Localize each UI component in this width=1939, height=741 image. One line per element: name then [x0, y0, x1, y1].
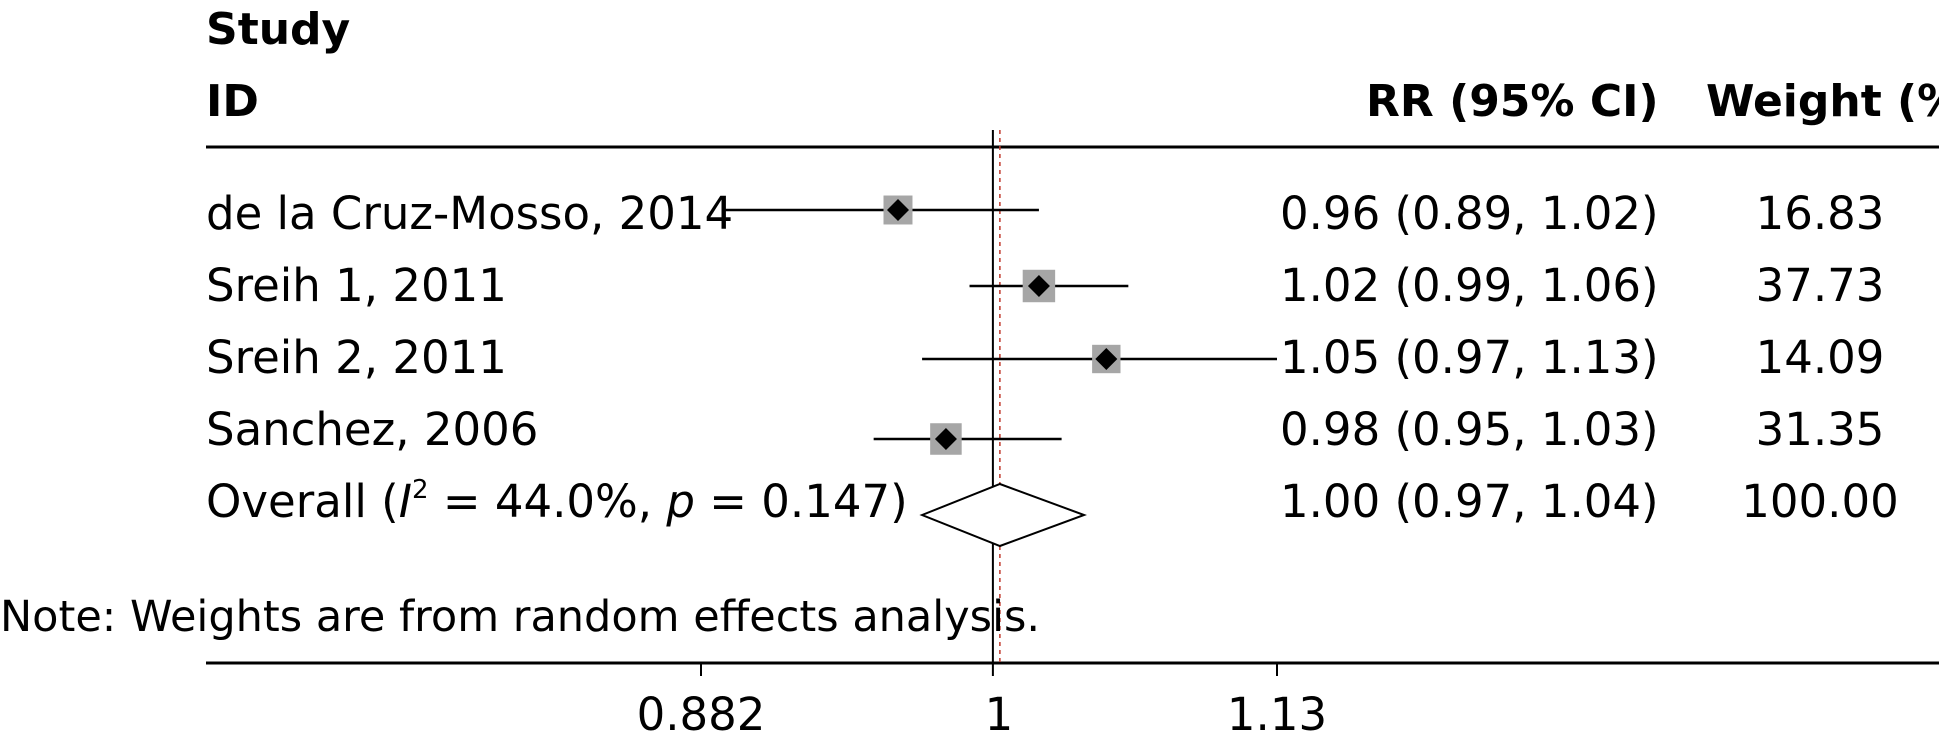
forest-plot: [206, 130, 1939, 676]
footnote: Note: Weights are from random effects an…: [0, 592, 1041, 642]
overall-rr: 1.00 (0.97, 1.04): [1280, 475, 1659, 528]
tick-label: 0.882: [636, 688, 766, 741]
study-label: Sreih 1, 2011: [206, 259, 507, 312]
point-estimate: [886, 199, 909, 221]
study-header: Study: [206, 4, 351, 55]
overall-label: Overall (I2 = 44.0%, p = 0.147): [206, 475, 908, 528]
tick-label: 1.13: [1226, 688, 1328, 741]
overall-weight: 100.00: [1741, 475, 1899, 528]
study-label: de la Cruz-Mosso, 2014: [206, 187, 734, 240]
study-rr: 0.98 (0.95, 1.03): [1280, 403, 1659, 456]
point-estimate: [934, 428, 957, 450]
point-estimate: [1095, 348, 1118, 370]
tick-label: 1: [984, 688, 1014, 741]
rr-header: RR (95% CI): [1366, 76, 1659, 127]
study-rr: 1.05 (0.97, 1.13): [1280, 331, 1659, 384]
study-label: Sanchez, 2006: [206, 403, 539, 456]
study-weight: 31.35: [1755, 403, 1885, 456]
study-label: Sreih 2, 2011: [206, 331, 507, 384]
study-weight: 14.09: [1755, 331, 1885, 384]
study-rr: 1.02 (0.99, 1.06): [1280, 259, 1659, 312]
id-header: ID: [206, 76, 259, 127]
study-weight: 16.83: [1755, 187, 1885, 240]
study-rr: 0.96 (0.89, 1.02): [1280, 187, 1659, 240]
study-weight: 37.73: [1755, 259, 1885, 312]
overall-diamond: [919, 482, 1087, 548]
point-estimate: [1027, 275, 1050, 297]
weight-header: Weight (%): [1706, 76, 1939, 127]
